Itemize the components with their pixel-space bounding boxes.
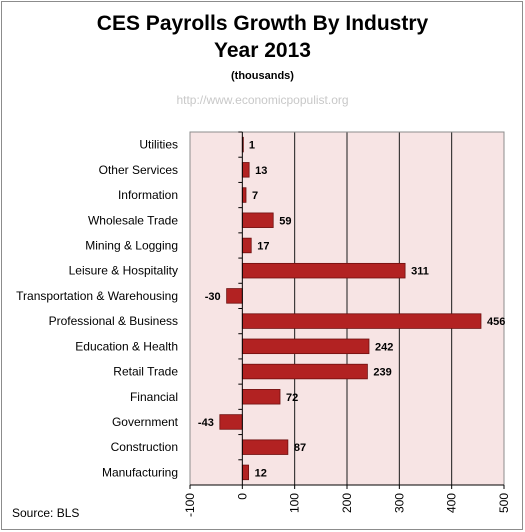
source-note: Source: BLS [12,506,80,520]
data-label: 72 [286,392,298,404]
data-label: 87 [294,442,306,454]
category-label: Retail Trade [113,365,178,379]
data-label: 59 [279,215,291,227]
category-label: Construction [111,440,178,454]
category-label: Utilities [139,138,178,152]
data-label: 311 [411,266,429,278]
category-label: Information [118,188,178,202]
category-label: Financial [130,390,178,404]
x-tick-label: 400 [445,493,459,513]
x-tick-label: 100 [288,493,302,513]
category-label: Leisure & Hospitality [69,264,178,278]
category-label: Manufacturing [102,465,178,479]
bar [241,262,406,279]
bar [241,187,247,203]
x-tick-label: 500 [497,493,511,513]
chart-title: CES Payrolls Growth By Industry Year 201… [0,10,525,64]
bar [241,464,250,481]
bar [241,389,281,405]
category-label: Government [112,415,179,429]
bar [241,237,252,254]
bar [241,162,250,178]
category-label: Wholesale Trade [88,213,178,227]
watermark-url: http://www.economicpopulist.org [176,93,349,107]
data-label: 456 [487,316,505,328]
category-label: Other Services [99,163,178,177]
x-tick-label: 300 [392,493,406,513]
chart-subtitle: (thousands) [231,70,294,82]
data-label: -30 [205,291,221,303]
data-label: 242 [375,341,393,353]
category-label: Education & Health [75,339,178,353]
category-label: Mining & Logging [85,238,178,252]
data-label: 13 [255,165,267,177]
data-label: 1 [249,140,255,152]
bar [241,363,368,380]
data-label: 7 [252,190,258,202]
x-tick-label: 0 [235,493,249,500]
chart-title-line-2: Year 2013 [214,39,311,62]
data-label: 12 [255,467,267,479]
category-label: Transportation & Warehousing [16,289,178,303]
data-label: 239 [373,367,391,379]
category-label: Professional & Business [49,314,178,328]
bar [241,212,274,228]
bar [226,288,243,304]
bar [241,313,482,329]
bar [241,338,370,355]
data-label: 17 [257,240,269,252]
x-tick-label: 200 [340,493,354,513]
x-tick-label: -100 [183,493,197,517]
data-label: -43 [198,417,214,429]
bar [219,414,243,430]
bar [241,439,289,455]
chart-title-line-1: CES Payrolls Growth By Industry [96,12,429,35]
